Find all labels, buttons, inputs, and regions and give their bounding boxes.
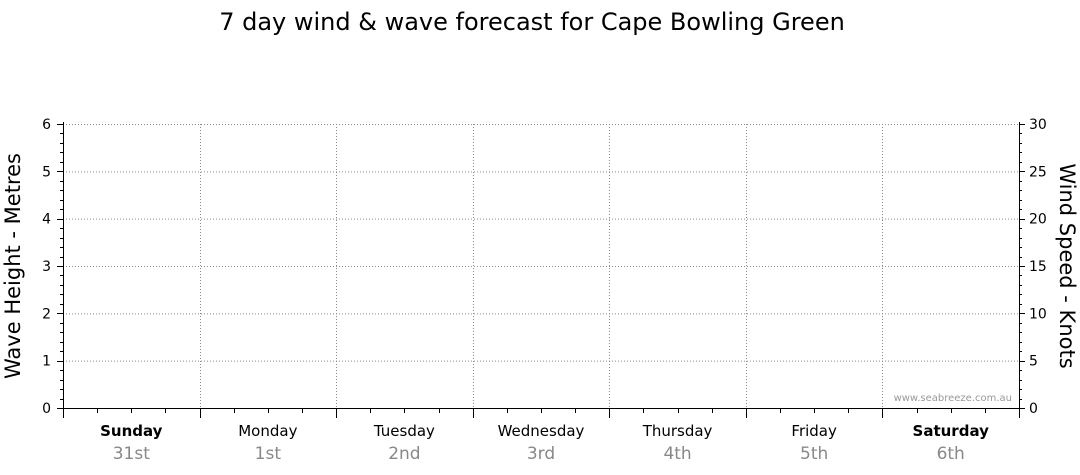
left-axis: 0 1 2 3 4 5 6 xyxy=(42,117,63,417)
date-label: 5th xyxy=(800,444,828,464)
left-tick-label: 2 xyxy=(42,306,51,322)
chart-title: 7 day wind & wave forecast for Cape Bowl… xyxy=(219,8,845,36)
date-label: 4th xyxy=(663,444,691,464)
right-tick-label: 15 xyxy=(1029,259,1047,275)
day-label: Wednesday xyxy=(498,422,585,440)
left-tick-label: 1 xyxy=(42,354,51,370)
axes xyxy=(63,122,1020,418)
left-tick-label: 6 xyxy=(42,117,51,133)
right-tick-label: 0 xyxy=(1029,401,1038,417)
right-tick-label: 5 xyxy=(1029,354,1038,370)
date-label: 2nd xyxy=(388,444,420,464)
watermark: www.seabreeze.com.au xyxy=(894,393,1012,404)
left-tick-label: 4 xyxy=(42,212,51,228)
left-tick-label: 5 xyxy=(42,164,51,180)
day-label: Sunday xyxy=(100,422,163,440)
date-label: 3rd xyxy=(527,444,555,464)
day-label: Thursday xyxy=(642,422,713,440)
right-tick-label: 30 xyxy=(1029,117,1047,133)
right-tick-label: 10 xyxy=(1029,306,1047,322)
grid xyxy=(63,124,1019,408)
right-axis-title: Wind Speed - Knots xyxy=(1055,163,1079,368)
day-axis: Sunday 31st Monday 1st Tuesday 2nd Wednesday 3r… xyxy=(100,422,989,464)
day-label: Friday xyxy=(791,422,837,440)
left-tick-label: 3 xyxy=(42,259,51,275)
date-label: 31st xyxy=(113,444,150,464)
left-tick-label: 0 xyxy=(42,401,51,417)
date-label: 6th xyxy=(937,444,965,464)
right-axis: 0 5 10 15 20 25 30 xyxy=(1019,117,1047,417)
left-axis-title: Wave Height - Metres xyxy=(1,153,25,379)
day-label: Saturday xyxy=(913,422,990,440)
right-tick-label: 25 xyxy=(1029,164,1047,180)
day-label: Monday xyxy=(238,422,297,440)
date-label: 1st xyxy=(255,444,282,464)
day-label: Tuesday xyxy=(373,422,435,440)
right-tick-label: 20 xyxy=(1029,212,1047,228)
